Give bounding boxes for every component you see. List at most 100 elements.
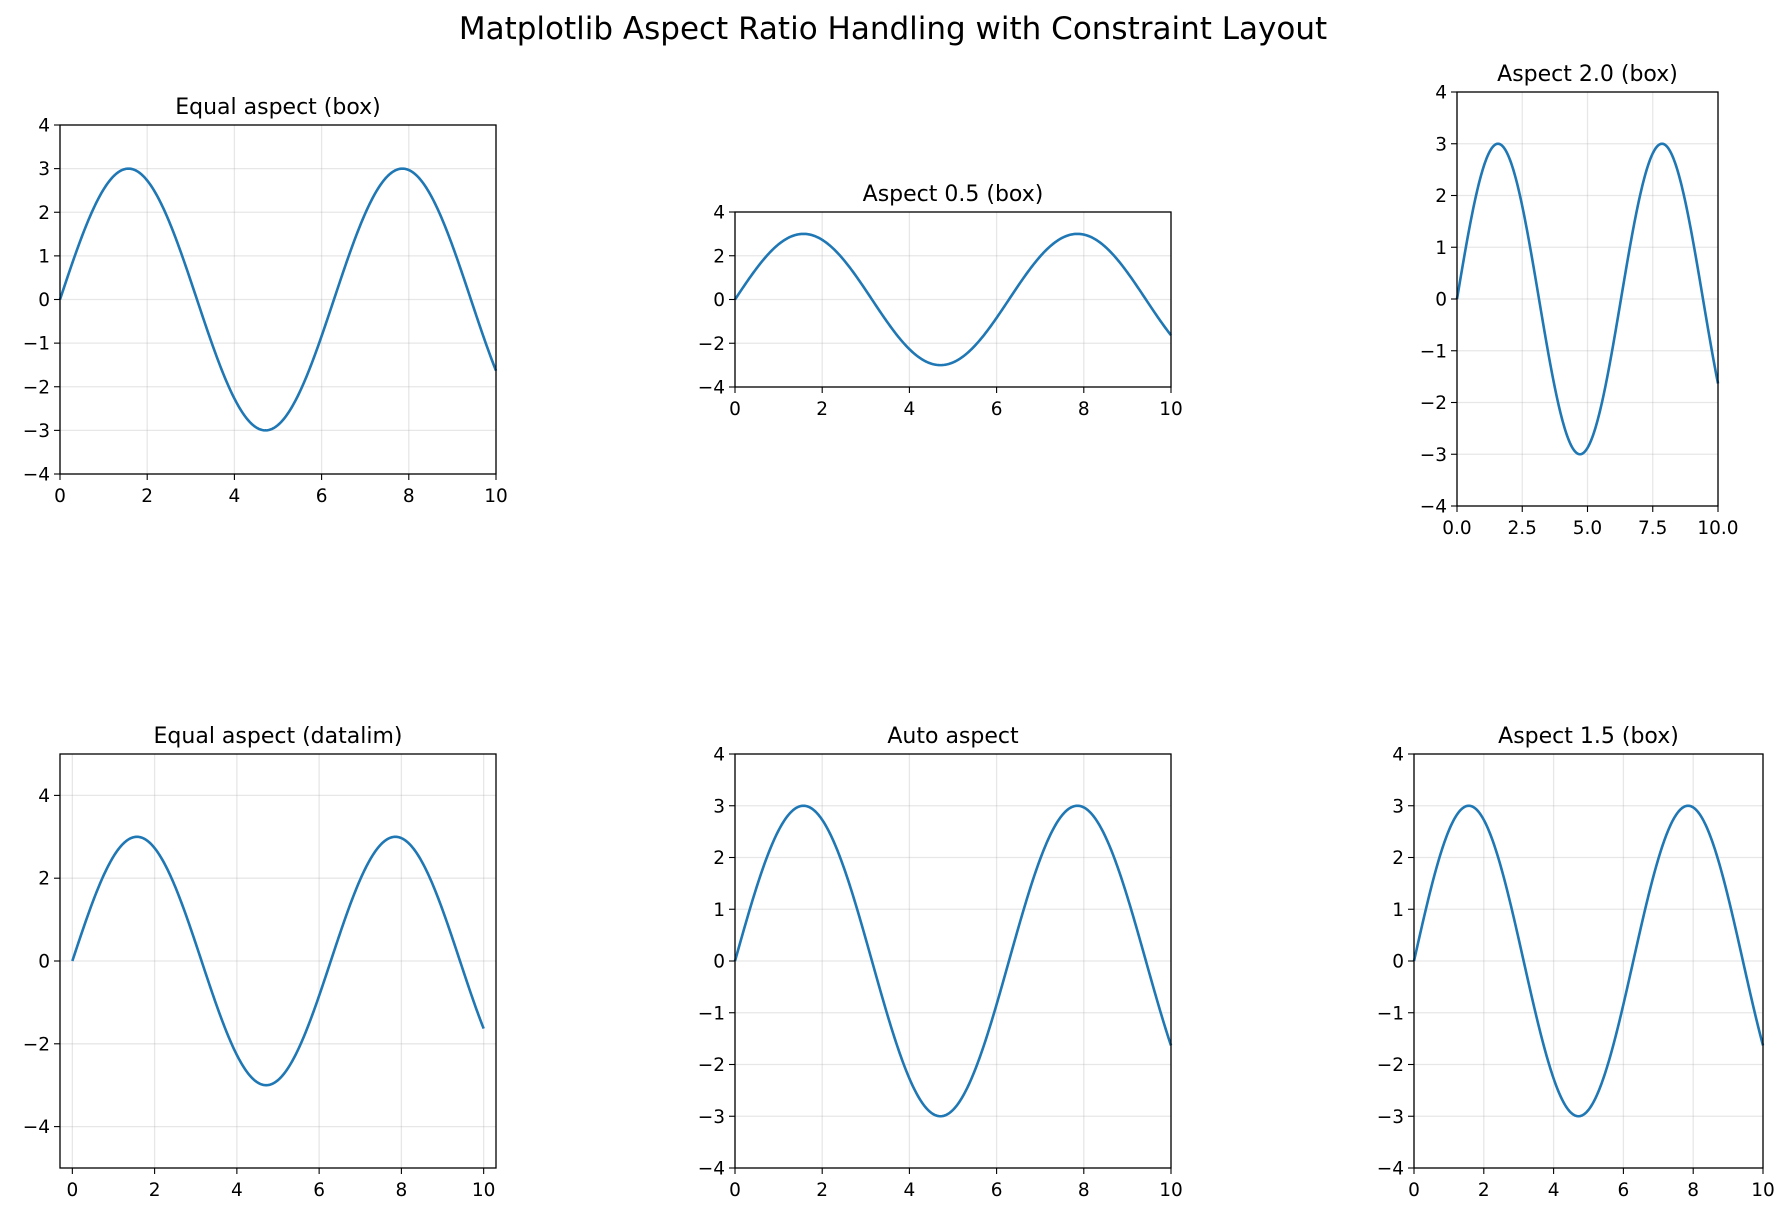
y-tick-label: −4 <box>1377 1159 1404 1180</box>
y-tick-label: 0 <box>1435 290 1447 311</box>
y-tick-label: −2 <box>1420 393 1447 414</box>
y-tick-label: 0 <box>713 290 725 311</box>
subplot-title: Aspect 0.5 (box) <box>863 182 1044 207</box>
y-tick-label: 1 <box>713 900 725 921</box>
x-tick-label: 10 <box>1159 399 1183 420</box>
y-tick-label: −4 <box>23 465 50 486</box>
y-tick-label: −1 <box>23 334 50 355</box>
y-tick-label: 3 <box>38 159 50 180</box>
y-tick-label: 2 <box>1392 848 1404 869</box>
x-tick-label: 0 <box>1408 1180 1420 1201</box>
x-tick-label: 2 <box>1478 1180 1490 1201</box>
x-tick-label: 7.5 <box>1638 518 1667 539</box>
x-tick-label: 2.5 <box>1508 518 1537 539</box>
y-tick-label: 4 <box>38 786 50 807</box>
x-tick-label: 8 <box>1687 1180 1699 1201</box>
x-tick-label: 4 <box>229 486 241 507</box>
y-tick-label: 1 <box>38 246 50 267</box>
y-tick-label: 0 <box>38 952 50 973</box>
y-tick-label: −4 <box>23 1117 50 1138</box>
subplot-title: Equal aspect (box) <box>175 95 381 120</box>
subplot-title: Aspect 1.5 (box) <box>1498 724 1679 749</box>
x-tick-label: 8 <box>1078 1180 1090 1201</box>
y-tick-label: −1 <box>698 1003 725 1024</box>
x-tick-label: 2 <box>149 1180 161 1201</box>
subplot-title: Aspect 2.0 (box) <box>1497 62 1678 87</box>
x-tick-label: 6 <box>991 1180 1003 1201</box>
series-line <box>733 232 1173 367</box>
x-tick-label: 10 <box>472 1180 496 1201</box>
x-tick-label: 4 <box>231 1180 243 1201</box>
x-tick-label: 6 <box>1618 1180 1630 1201</box>
x-tick-label: 8 <box>1078 399 1090 420</box>
y-tick-label: 3 <box>1435 134 1447 155</box>
x-tick-label: 10 <box>484 486 508 507</box>
y-tick-label: −2 <box>23 1034 50 1055</box>
x-tick-label: 6 <box>316 486 328 507</box>
x-tick-label: 10 <box>1751 1180 1775 1201</box>
y-tick-label: −3 <box>23 421 50 442</box>
x-tick-label: 4 <box>1548 1180 1560 1201</box>
y-tick-label: 1 <box>1392 900 1404 921</box>
y-tick-label: 2 <box>38 203 50 224</box>
subplot-6: Aspect 1.5 (box) 0 2 4 6 8 10 −4 −3 −2 −1 0 1 2 3 4 <box>1377 724 1775 1201</box>
y-tick-label: 2 <box>713 848 725 869</box>
y-tick-label: 0 <box>1392 952 1404 973</box>
y-tick-label: −3 <box>1377 1107 1404 1128</box>
x-tick-label: 5.0 <box>1573 518 1602 539</box>
y-tick-label: 4 <box>713 203 725 224</box>
y-tick-label: −4 <box>1420 497 1447 518</box>
y-tick-label: 3 <box>1392 796 1404 817</box>
y-tick-label: −1 <box>1420 341 1447 362</box>
y-tick-label: 4 <box>1392 745 1404 766</box>
y-tick-label: −2 <box>23 377 50 398</box>
subplot-title: Equal aspect (datalim) <box>154 724 403 749</box>
x-tick-label: 10.0 <box>1697 518 1738 539</box>
y-tick-label: −2 <box>698 1055 725 1076</box>
y-tick-label: 4 <box>713 745 725 766</box>
x-tick-label: 2 <box>141 486 153 507</box>
y-tick-label: 2 <box>1435 186 1447 207</box>
x-tick-label: 6 <box>991 399 1003 420</box>
subplot-4: Equal aspect (datalim) 0 2 4 6 8 10 −4 −2 0 2 4 <box>23 724 497 1201</box>
series-line <box>733 804 1173 1118</box>
x-tick-label: 10 <box>1159 1180 1183 1201</box>
y-tick-label: 1 <box>1435 238 1447 259</box>
x-tick-label: 8 <box>403 486 415 507</box>
y-tick-label: 2 <box>38 869 50 890</box>
y-tick-label: −4 <box>698 378 725 399</box>
x-tick-label: 2 <box>816 1180 828 1201</box>
x-tick-label: 8 <box>396 1180 408 1201</box>
y-tick-label: −1 <box>1377 1003 1404 1024</box>
y-tick-label: 2 <box>713 246 725 267</box>
x-tick-label: 2 <box>816 399 828 420</box>
subplot-title: Auto aspect <box>887 724 1019 749</box>
y-tick-label: −2 <box>698 334 725 355</box>
subplot-2: Aspect 0.5 (box) 0 2 4 6 8 10 −4 −2 0 2 4 <box>698 182 1183 420</box>
y-tick-label: 4 <box>38 116 50 137</box>
y-tick-label: 0 <box>713 952 725 973</box>
y-tick-label: 3 <box>713 796 725 817</box>
series-line <box>71 835 485 1087</box>
series-line <box>1455 142 1720 456</box>
x-tick-label: 6 <box>313 1180 325 1201</box>
series-line <box>1412 804 1765 1118</box>
figure-title: Matplotlib Aspect Ratio Handling with Co… <box>459 11 1327 47</box>
y-tick-label: −4 <box>698 1159 725 1180</box>
x-tick-label: 0 <box>66 1180 78 1201</box>
y-tick-label: −2 <box>1377 1055 1404 1076</box>
x-tick-label: 0 <box>729 399 741 420</box>
x-tick-label: 4 <box>904 1180 916 1201</box>
x-tick-label: 0 <box>729 1180 741 1201</box>
series-line <box>58 167 498 432</box>
x-tick-label: 4 <box>904 399 916 420</box>
subplot-1: Equal aspect (box) 0 2 4 6 8 10 −4 −3 −2 −1 0 1 2 3 4 <box>23 95 508 507</box>
y-tick-label: 0 <box>38 290 50 311</box>
x-tick-label: 0.0 <box>1442 518 1471 539</box>
y-tick-label: 4 <box>1435 83 1447 104</box>
subplot-5: Auto aspect 0 2 4 6 8 10 −4 −3 −2 −1 0 1 2 3 4 <box>698 724 1183 1201</box>
y-tick-label: −3 <box>1420 445 1447 466</box>
x-tick-label: 0 <box>54 486 66 507</box>
